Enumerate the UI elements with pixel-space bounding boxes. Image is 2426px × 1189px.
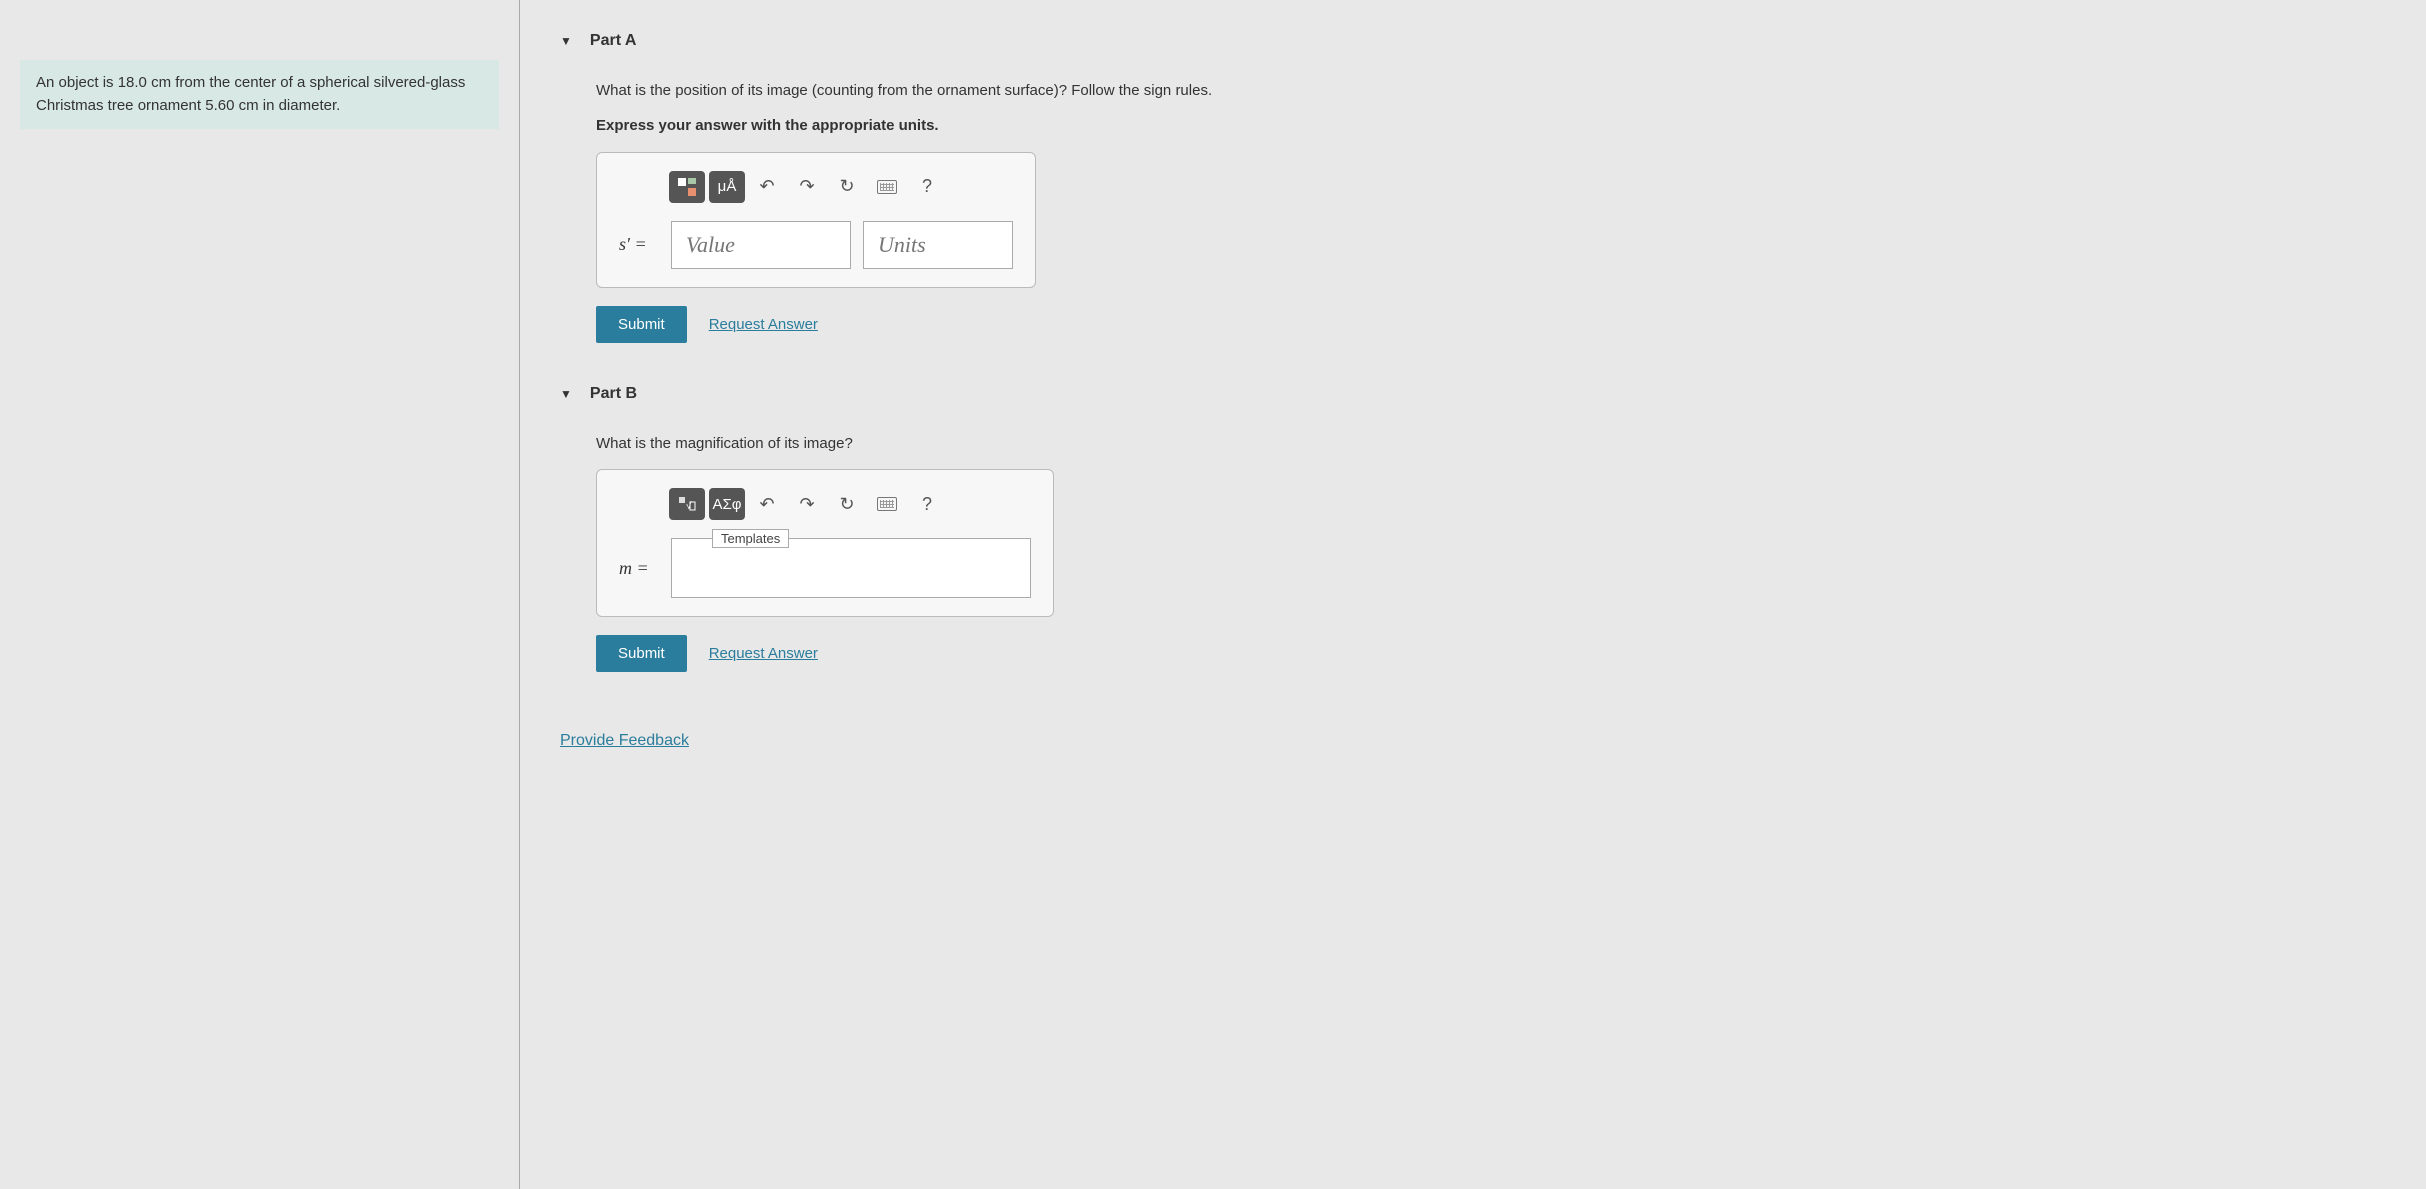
part-a-answer-box: μÅ ↶ ↷ ↻ ? s′ = [596,152,1036,288]
redo-button[interactable]: ↷ [789,488,825,520]
reset-button[interactable]: ↻ [829,488,865,520]
part-b-actions: Submit Request Answer [596,635,2386,672]
collapse-icon: ▼ [560,387,572,401]
help-button[interactable]: ? [909,171,945,203]
reset-button[interactable]: ↻ [829,171,865,203]
request-answer-link[interactable]: Request Answer [709,316,818,333]
root-icon: √ [678,496,696,512]
part-a-var-label: s′ = [619,234,659,255]
keyboard-button[interactable] [869,488,905,520]
part-b-title: Part B [590,385,637,403]
part-a-input-row: s′ = [619,221,1013,269]
help-button[interactable]: ? [909,488,945,520]
keyboard-icon [877,497,897,511]
provide-feedback-link[interactable]: Provide Feedback [560,732,689,750]
redo-button[interactable]: ↷ [789,171,825,203]
format-squares-button[interactable] [669,171,705,203]
left-panel: An object is 18.0 cm from the center of … [0,0,520,1189]
submit-button[interactable]: Submit [596,306,687,343]
part-b-answer-box: √ ΑΣφ ↶ ↷ ↻ ? m = Templates [596,469,1054,617]
undo-button[interactable]: ↶ [749,488,785,520]
part-b-question: What is the magnification of its image? [596,433,2386,456]
value-input[interactable] [671,221,851,269]
part-b-toolbar: √ ΑΣφ ↶ ↷ ↻ ? [669,488,1031,520]
part-b-input-row: m = Templates [619,538,1031,598]
right-panel: ▼ Part A What is the position of its ima… [520,0,2426,1189]
undo-button[interactable]: ↶ [749,171,785,203]
part-a-toolbar: μÅ ↶ ↷ ↻ ? [669,171,1013,203]
greek-symbol-button[interactable]: ΑΣφ [709,488,745,520]
request-answer-link[interactable]: Request Answer [709,645,818,662]
part-a-header[interactable]: ▼ Part A [560,20,2386,62]
part-b-var-label: m = [619,558,659,579]
math-input[interactable]: Templates [671,538,1031,598]
keyboard-icon [877,180,897,194]
part-a-content: What is the position of its image (count… [560,62,2386,373]
squares-icon [678,178,696,196]
collapse-icon: ▼ [560,34,572,48]
units-symbol-button[interactable]: μÅ [709,171,745,203]
problem-statement: An object is 18.0 cm from the center of … [20,60,499,129]
keyboard-button[interactable] [869,171,905,203]
part-a-instruction: Express your answer with the appropriate… [596,117,2386,134]
submit-button[interactable]: Submit [596,635,687,672]
part-a-question: What is the position of its image (count… [596,80,2386,103]
part-a-title: Part A [590,32,637,50]
units-input[interactable] [863,221,1013,269]
templates-label: Templates [712,529,789,548]
format-template-button[interactable]: √ [669,488,705,520]
part-b-header[interactable]: ▼ Part B [560,373,2386,415]
part-a-actions: Submit Request Answer [596,306,2386,343]
part-b-content: What is the magnification of its image? … [560,415,2386,703]
